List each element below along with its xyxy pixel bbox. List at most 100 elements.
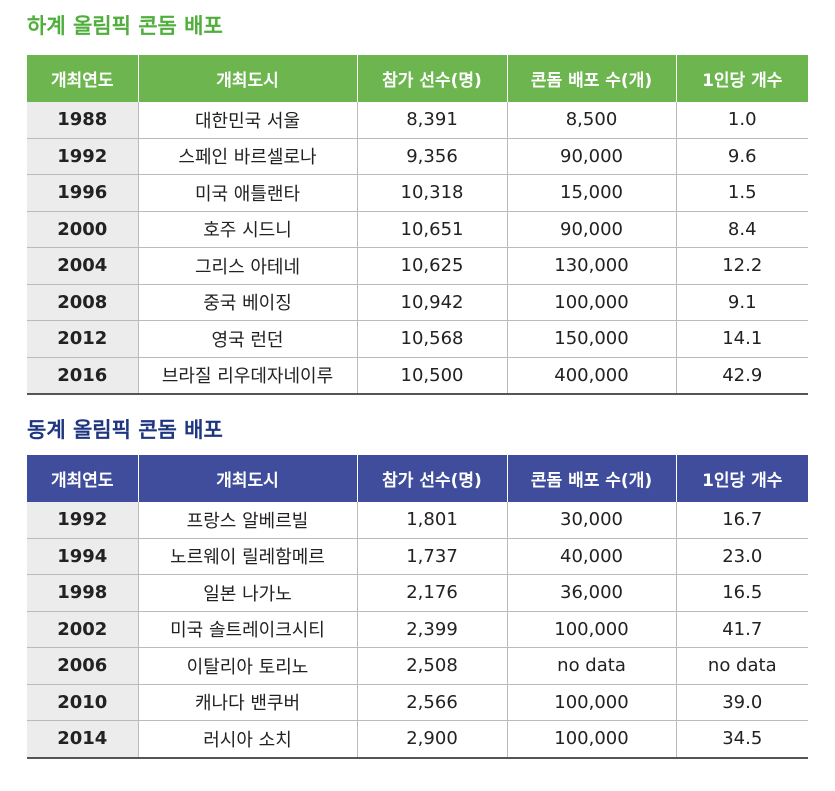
data-cell: 41.7 xyxy=(675,611,808,648)
year-cell: 1994 xyxy=(27,538,138,575)
year-cell: 2000 xyxy=(27,211,138,248)
data-cell: 39.0 xyxy=(675,684,808,721)
table-row: 1994 노르웨이 릴레함메르 1,737 40,000 23.0 xyxy=(27,538,808,575)
data-cell: 그리스 아테네 xyxy=(137,247,357,285)
data-cell: 2,399 xyxy=(356,611,507,648)
header-cell: 개최연도 xyxy=(27,55,138,102)
data-cell: 미국 애틀랜타 xyxy=(137,174,357,212)
data-cell: 8.4 xyxy=(675,211,808,248)
data-cell: 1,737 xyxy=(356,538,507,575)
data-cell: 영국 런던 xyxy=(137,320,357,358)
year-cell: 2014 xyxy=(27,720,138,759)
data-cell: 100,000 xyxy=(506,611,676,648)
table-row: 1988 대한민국 서울 8,391 8,500 1.0 xyxy=(27,102,808,139)
table-body: 1992 프랑스 알베르빌 1,801 30,000 16.7 1994 노르웨이 릴레함메… xyxy=(27,502,808,759)
data-cell: 400,000 xyxy=(506,357,676,395)
data-cell: 중국 베이징 xyxy=(137,284,357,321)
data-cell: no data xyxy=(675,647,808,685)
data-cell: 스페인 바르셀로나 xyxy=(137,138,357,175)
year-cell: 2006 xyxy=(27,647,138,685)
data-cell: 미국 솔트레이크시티 xyxy=(137,611,357,648)
section-title: 하계 올림픽 콘돔 배포 xyxy=(27,14,223,38)
data-cell: 노르웨이 릴레함메르 xyxy=(137,538,357,575)
table-row: 2000 호주 시드니 10,651 90,000 8.4 xyxy=(27,211,808,248)
data-cell: 1.5 xyxy=(675,174,808,212)
header-cell: 참가 선수(명) xyxy=(356,455,507,502)
year-cell: 1992 xyxy=(27,138,138,175)
table-row: 1998 일본 나가노 2,176 36,000 16.5 xyxy=(27,574,808,612)
data-cell: 10,942 xyxy=(356,284,507,321)
data-cell: 일본 나가노 xyxy=(137,574,357,612)
data-cell: 9.1 xyxy=(675,284,808,321)
table-row: 2012 영국 런던 10,568 150,000 14.1 xyxy=(27,320,808,358)
data-cell: 9,356 xyxy=(356,138,507,175)
data-cell: 150,000 xyxy=(506,320,676,358)
data-cell: 30,000 xyxy=(506,502,676,539)
header-cell: 개최도시 xyxy=(137,55,357,102)
data-cell: 10,500 xyxy=(356,357,507,395)
header-cell: 개최도시 xyxy=(137,455,357,502)
table-row: 2014 러시아 소치 2,900 100,000 34.5 xyxy=(27,720,808,759)
table-row: 2008 중국 베이징 10,942 100,000 9.1 xyxy=(27,284,808,321)
data-cell: 36,000 xyxy=(506,574,676,612)
data-cell: 프랑스 알베르빌 xyxy=(137,502,357,539)
year-cell: 2010 xyxy=(27,684,138,721)
data-cell: 16.5 xyxy=(675,574,808,612)
data-cell: 8,500 xyxy=(506,102,676,139)
table-row: 1996 미국 애틀랜타 10,318 15,000 1.5 xyxy=(27,174,808,212)
data-cell: 34.5 xyxy=(675,720,808,759)
summer-table: 개최연도 개최도시 참가 선수(명) 콘돔 배포 수(개) 1인당 개수 1988 대한민국… xyxy=(27,55,808,395)
data-cell: 9.6 xyxy=(675,138,808,175)
data-cell: 이탈리아 토리노 xyxy=(137,647,357,685)
table-header: 개최연도 개최도시 참가 선수(명) 콘돔 배포 수(개) 1인당 개수 xyxy=(27,455,808,502)
data-cell: 브라질 리우데자네이루 xyxy=(137,357,357,395)
header-cell: 개최연도 xyxy=(27,455,138,502)
data-cell: 90,000 xyxy=(506,211,676,248)
data-cell: 10,568 xyxy=(356,320,507,358)
data-cell: 100,000 xyxy=(506,720,676,759)
year-cell: 1988 xyxy=(27,102,138,139)
data-cell: 2,508 xyxy=(356,647,507,685)
data-cell: 16.7 xyxy=(675,502,808,539)
year-cell: 2016 xyxy=(27,357,138,395)
data-cell: 15,000 xyxy=(506,174,676,212)
data-cell: 10,625 xyxy=(356,247,507,285)
table-row: 2016 브라질 리우데자네이루 10,500 400,000 42.9 xyxy=(27,357,808,395)
data-cell: 40,000 xyxy=(506,538,676,575)
data-cell: 23.0 xyxy=(675,538,808,575)
data-cell: 1,801 xyxy=(356,502,507,539)
data-cell: 대한민국 서울 xyxy=(137,102,357,139)
data-cell: 10,318 xyxy=(356,174,507,212)
data-cell: 2,176 xyxy=(356,574,507,612)
data-cell: 12.2 xyxy=(675,247,808,285)
data-cell: 130,000 xyxy=(506,247,676,285)
header-cell: 참가 선수(명) xyxy=(356,55,507,102)
header-cell: 1인당 개수 xyxy=(675,455,808,502)
data-cell: 8,391 xyxy=(356,102,507,139)
year-cell: 2008 xyxy=(27,284,138,321)
data-cell: 14.1 xyxy=(675,320,808,358)
year-cell: 2012 xyxy=(27,320,138,358)
table-row: 2006 이탈리아 토리노 2,508 no data no data xyxy=(27,647,808,685)
header-cell: 1인당 개수 xyxy=(675,55,808,102)
data-cell: 10,651 xyxy=(356,211,507,248)
table-row: 1992 프랑스 알베르빌 1,801 30,000 16.7 xyxy=(27,502,808,539)
data-cell: 2,566 xyxy=(356,684,507,721)
table-body: 1988 대한민국 서울 8,391 8,500 1.0 1992 스페인 바르셀로나 9,3… xyxy=(27,102,808,395)
data-cell: 90,000 xyxy=(506,138,676,175)
table-header: 개최연도 개최도시 참가 선수(명) 콘돔 배포 수(개) 1인당 개수 xyxy=(27,55,808,102)
table-row: 2010 캐나다 밴쿠버 2,566 100,000 39.0 xyxy=(27,684,808,721)
winter-table: 개최연도 개최도시 참가 선수(명) 콘돔 배포 수(개) 1인당 개수 1992 프랑스 … xyxy=(27,455,808,759)
table-row: 1992 스페인 바르셀로나 9,356 90,000 9.6 xyxy=(27,138,808,175)
table-row: 2004 그리스 아테네 10,625 130,000 12.2 xyxy=(27,247,808,285)
year-cell: 1992 xyxy=(27,502,138,539)
header-row: 개최연도 개최도시 참가 선수(명) 콘돔 배포 수(개) 1인당 개수 xyxy=(27,455,808,502)
data-cell: 42.9 xyxy=(675,357,808,395)
year-cell: 2004 xyxy=(27,247,138,285)
year-cell: 2002 xyxy=(27,611,138,648)
data-cell: 100,000 xyxy=(506,684,676,721)
header-cell: 콘돔 배포 수(개) xyxy=(506,455,676,502)
data-cell: 100,000 xyxy=(506,284,676,321)
year-cell: 1998 xyxy=(27,574,138,612)
data-cell: 러시아 소치 xyxy=(137,720,357,759)
